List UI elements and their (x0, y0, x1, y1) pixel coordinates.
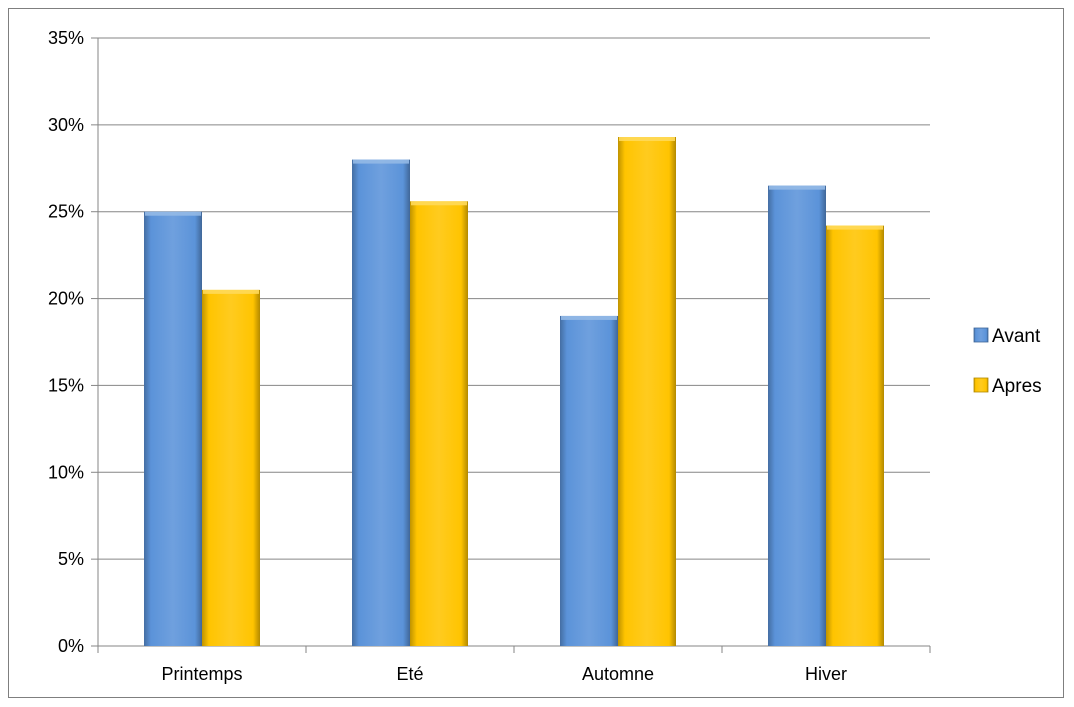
bar-bevel (203, 289, 259, 294)
x-tick-labels: Printemps Eté Automne Hiver (161, 664, 847, 684)
y-tick-label: 35% (48, 28, 84, 48)
y-tick-label: 0% (58, 636, 84, 656)
legend-swatch-avant (973, 327, 989, 343)
bar-avant-2 (560, 315, 618, 646)
bar-avant-1 (352, 159, 410, 646)
bar-bevel (145, 211, 201, 216)
legend-label-avant: Avant (992, 326, 1041, 347)
bar-bevel (561, 315, 617, 320)
y-tick-label: 10% (48, 462, 84, 482)
bar-avant-3 (768, 185, 826, 646)
y-tick-label: 5% (58, 549, 84, 569)
x-tick-label: Hiver (805, 664, 847, 684)
y-tick-label: 25% (48, 202, 84, 222)
bar-apres-1 (410, 201, 468, 646)
x-tick-label: Eté (396, 664, 423, 684)
legend-swatch-apres (973, 377, 989, 393)
y-tick-label: 20% (48, 289, 84, 309)
bar-bevel (769, 185, 825, 190)
legend: Avant Apres (973, 326, 1042, 397)
y-tick-label: 15% (48, 375, 84, 395)
y-tick-label: 30% (48, 115, 84, 135)
bar-bevel (619, 137, 675, 142)
bars (144, 137, 884, 646)
bar-apres-0 (202, 289, 260, 646)
bar-apres-3 (826, 225, 884, 646)
y-tick-labels: 0% 5% 10% 15% 20% 25% 30% 35% (48, 28, 84, 656)
x-tick-label: Printemps (161, 664, 242, 684)
bar-bevel (353, 159, 409, 164)
bar-bevel (827, 225, 883, 230)
legend-label-apres: Apres (992, 376, 1042, 397)
bar-avant-0 (144, 211, 202, 646)
bar-bevel (411, 201, 467, 206)
x-tick-label: Automne (582, 664, 654, 684)
bar-apres-2 (618, 137, 676, 646)
